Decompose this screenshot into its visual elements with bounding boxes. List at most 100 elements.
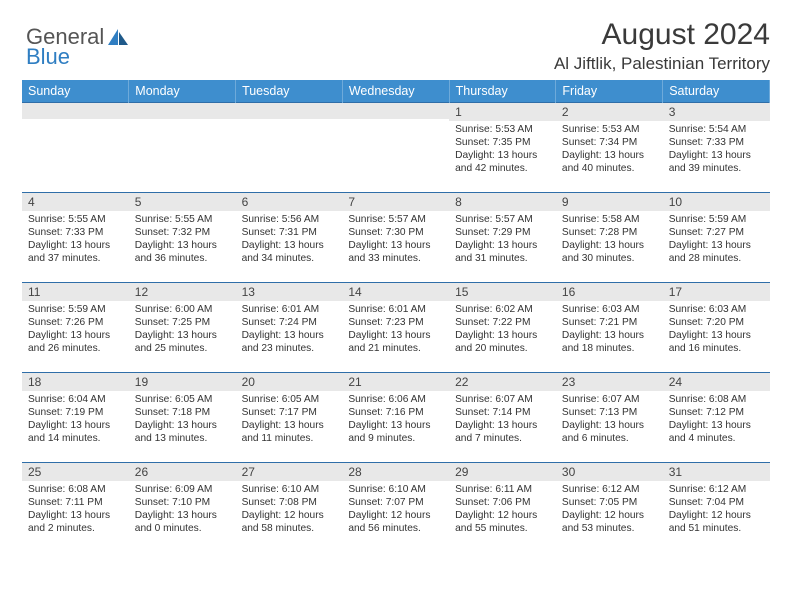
calendar-body: 1Sunrise: 5:53 AMSunset: 7:35 PMDaylight… xyxy=(22,103,770,553)
calendar-day-cell: 25Sunrise: 6:08 AMSunset: 7:11 PMDayligh… xyxy=(22,463,129,553)
calendar-day-cell: 20Sunrise: 6:05 AMSunset: 7:17 PMDayligh… xyxy=(236,373,343,463)
sunrise-text: Sunrise: 5:53 AM xyxy=(562,123,657,136)
calendar-week-row: 18 Sunrise: 6:04 AMSunset: 7:19 PM Dayligh… xyxy=(22,373,770,463)
sunrise-text: Sunrise: 6:02 AM xyxy=(455,303,550,316)
daylight-text: Daylight: 13 hours and 31 minutes. xyxy=(455,239,550,265)
calendar-day-cell: 5Sunrise: 5:55 AMSunset: 7:32 PMDaylight… xyxy=(129,193,236,283)
calendar-empty-cell xyxy=(129,103,236,193)
daylight-text: Daylight: 13 hours and 36 minutes. xyxy=(135,239,230,265)
day-details: Sunrise: 6:07 AMSunset: 7:13 PMDaylight:… xyxy=(556,391,663,449)
daylight-text: Daylight: 13 hours and 25 minutes. xyxy=(135,329,230,355)
weekday-header: Sunday xyxy=(22,80,129,103)
calendar-day-cell: 10Sunrise: 5:59 AMSunset: 7:27 PMDayligh… xyxy=(663,193,770,283)
location-label: Al Jiftlik, Palestinian Territory xyxy=(554,54,770,74)
sunset-text: Sunset: 7:07 PM xyxy=(348,496,443,509)
sunrise-text: Sunrise: 5:57 AM xyxy=(455,213,550,226)
sunset-text: Sunset: 7:05 PM xyxy=(562,496,657,509)
sunset-text: Sunset: 7:20 PM xyxy=(669,316,764,329)
sunset-text: Sunset: 7:16 PM xyxy=(348,406,443,419)
day-number: 10 xyxy=(663,193,770,211)
sunset-text: Sunset: 7:29 PM xyxy=(455,226,550,239)
day-number: 25 xyxy=(22,463,129,481)
sunrise-text: Sunrise: 5:59 AM xyxy=(28,303,123,316)
day-details: Sunrise: 5:57 AMSunset: 7:30 PMDaylight:… xyxy=(342,211,449,269)
sunrise-text: Sunrise: 6:10 AM xyxy=(242,483,337,496)
sunset-text: Sunset: 7:08 PM xyxy=(242,496,337,509)
sunset-text: Sunset: 7:33 PM xyxy=(669,136,764,149)
month-title: August 2024 xyxy=(554,18,770,52)
sunrise-text: Sunrise: 6:00 AM xyxy=(135,303,230,316)
day-details: Sunrise: 6:12 AMSunset: 7:05 PMDaylight:… xyxy=(556,481,663,539)
day-details: Sunrise: 6:01 AMSunset: 7:24 PMDaylight:… xyxy=(236,301,343,359)
day-number: 1 xyxy=(449,103,556,121)
calendar-empty-cell xyxy=(236,103,343,193)
day-number: 17 xyxy=(663,283,770,301)
daylight-text: Daylight: 13 hours and 9 minutes. xyxy=(348,419,443,445)
day-details: Sunrise: 5:55 AMSunset: 7:33 PMDaylight:… xyxy=(22,211,129,269)
calendar-week-row: 1Sunrise: 5:53 AMSunset: 7:35 PMDaylight… xyxy=(22,103,770,193)
sunrise-text: Sunrise: 6:04 AM xyxy=(28,393,123,406)
sunrise-text: Sunrise: 6:09 AM xyxy=(135,483,230,496)
day-details: Sunrise: 6:07 AMSunset: 7:14 PMDaylight:… xyxy=(449,391,556,449)
calendar-day-cell: 1Sunrise: 5:53 AMSunset: 7:35 PMDaylight… xyxy=(449,103,556,193)
day-details: Sunrise: 5:56 AMSunset: 7:31 PMDaylight:… xyxy=(236,211,343,269)
day-details: Sunrise: 6:00 AMSunset: 7:25 PMDaylight:… xyxy=(129,301,236,359)
sunrise-text: Sunrise: 5:56 AM xyxy=(242,213,337,226)
daylight-text: Daylight: 13 hours and 18 minutes. xyxy=(562,329,657,355)
day-details: Sunrise: 5:53 AMSunset: 7:35 PMDaylight:… xyxy=(449,121,556,179)
sunset-text: Sunset: 7:25 PM xyxy=(135,316,230,329)
sunset-text: Sunset: 7:26 PM xyxy=(28,316,123,329)
daylight-text: Daylight: 13 hours and 13 minutes. xyxy=(135,419,230,445)
calendar-day-cell: 6Sunrise: 5:56 AMSunset: 7:31 PMDaylight… xyxy=(236,193,343,283)
sunset-text: Sunset: 7:34 PM xyxy=(562,136,657,149)
day-number: 9 xyxy=(556,193,663,211)
calendar-day-cell: 12Sunrise: 6:00 AMSunset: 7:25 PMDayligh… xyxy=(129,283,236,373)
day-number xyxy=(22,103,129,119)
day-number: 7 xyxy=(342,193,449,211)
calendar-day-cell: 14Sunrise: 6:01 AMSunset: 7:23 PMDayligh… xyxy=(342,283,449,373)
daylight-text: Daylight: 12 hours and 51 minutes. xyxy=(669,509,764,535)
day-number: 11 xyxy=(22,283,129,301)
calendar-day-cell: 24Sunrise: 6:08 AMSunset: 7:12 PMDayligh… xyxy=(663,373,770,463)
sunrise-text: Sunrise: 6:07 AM xyxy=(455,393,550,406)
day-number: 28 xyxy=(342,463,449,481)
sunset-text: Sunset: 7:12 PM xyxy=(669,406,764,419)
calendar-header-row: SundayMondayTuesdayWednesdayThursdayFrid… xyxy=(22,80,770,103)
day-details: Sunrise: 6:06 AMSunset: 7:16 PMDaylight:… xyxy=(342,391,449,449)
sunset-text: Sunset: 7:13 PM xyxy=(562,406,657,419)
day-number: 18 xyxy=(22,373,129,391)
day-number: 22 xyxy=(449,373,556,391)
sunset-text: Sunset: 7:19 PM xyxy=(28,406,123,419)
sunset-text: Sunset: 7:31 PM xyxy=(242,226,337,239)
day-number: 13 xyxy=(236,283,343,301)
day-number: 27 xyxy=(236,463,343,481)
sunrise-text: Sunrise: 6:03 AM xyxy=(669,303,764,316)
calendar-day-cell: 26Sunrise: 6:09 AMSunset: 7:10 PMDayligh… xyxy=(129,463,236,553)
sunrise-text: Sunrise: 6:08 AM xyxy=(669,393,764,406)
weekday-header: Friday xyxy=(556,80,663,103)
calendar-day-cell: 2Sunrise: 5:53 AMSunset: 7:34 PMDaylight… xyxy=(556,103,663,193)
sunrise-text: Sunrise: 5:55 AM xyxy=(135,213,230,226)
sunset-text: Sunset: 7:04 PM xyxy=(669,496,764,509)
daylight-text: Daylight: 13 hours and 28 minutes. xyxy=(669,239,764,265)
day-number: 30 xyxy=(556,463,663,481)
sunrise-text: Sunrise: 5:57 AM xyxy=(348,213,443,226)
calendar-day-cell: 11Sunrise: 5:59 AMSunset: 7:26 PMDayligh… xyxy=(22,283,129,373)
sunset-text: Sunset: 7:30 PM xyxy=(348,226,443,239)
sunrise-text: Sunrise: 5:59 AM xyxy=(669,213,764,226)
calendar-day-cell: 23Sunrise: 6:07 AMSunset: 7:13 PMDayligh… xyxy=(556,373,663,463)
day-number: 16 xyxy=(556,283,663,301)
brand-sail-icon xyxy=(106,27,130,47)
day-number: 15 xyxy=(449,283,556,301)
sunset-text: Sunset: 7:33 PM xyxy=(28,226,123,239)
daylight-text: Daylight: 13 hours and 2 minutes. xyxy=(28,509,123,535)
sunset-text: Sunset: 7:28 PM xyxy=(562,226,657,239)
day-number: 3 xyxy=(663,103,770,121)
sunrise-text: Sunrise: 6:01 AM xyxy=(242,303,337,316)
day-number: 4 xyxy=(22,193,129,211)
calendar-day-cell: 28Sunrise: 6:10 AMSunset: 7:07 PMDayligh… xyxy=(342,463,449,553)
sunrise-text: Sunrise: 5:54 AM xyxy=(669,123,764,136)
daylight-text: Daylight: 13 hours and 23 minutes. xyxy=(242,329,337,355)
day-number xyxy=(342,103,449,119)
daylight-text: Daylight: 13 hours and 11 minutes. xyxy=(242,419,337,445)
